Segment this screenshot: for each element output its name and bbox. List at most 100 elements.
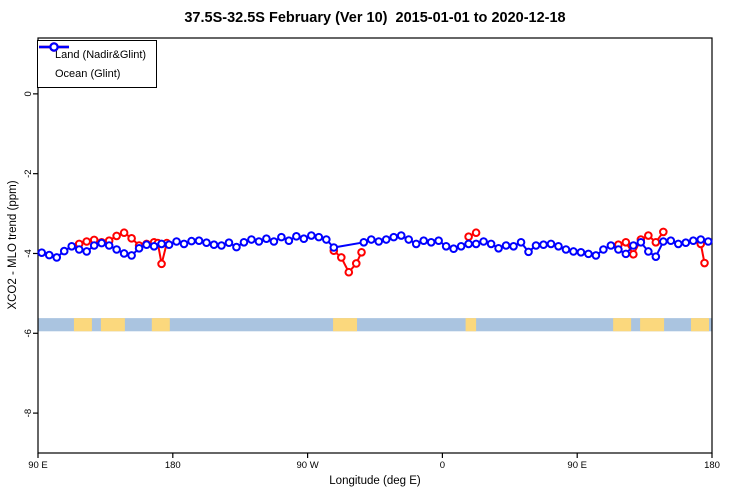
y-axis-ticks: 0 -2 -4 -6 -8 <box>23 91 38 417</box>
data-point-marker <box>44 250 54 260</box>
data-point-marker <box>651 252 661 261</box>
data-point-marker <box>621 249 631 259</box>
data-point-marker <box>329 243 339 252</box>
data-point-marker <box>700 258 709 268</box>
data-point-marker <box>554 241 563 251</box>
data-point-marker <box>209 240 219 250</box>
map-ocean-band <box>38 318 712 332</box>
data-point-marker <box>172 237 181 246</box>
data-point-marker <box>359 238 369 247</box>
data-point-marker <box>232 242 241 252</box>
y-tick-label: -4 <box>23 249 34 257</box>
data-point-marker <box>599 245 608 254</box>
data-point-marker <box>584 249 593 259</box>
data-point-marker <box>524 247 533 257</box>
data-point-marker <box>576 247 586 257</box>
data-point-marker <box>651 238 661 247</box>
data-point-marker <box>501 241 511 250</box>
data-point-marker <box>374 237 384 246</box>
y-tick-label: -2 <box>23 169 34 177</box>
data-point-marker <box>284 236 294 246</box>
legend-label-land: Land (Nadir&Glint) <box>55 48 147 61</box>
data-point-marker <box>659 237 668 246</box>
data-point-marker <box>157 259 166 269</box>
data-point-marker <box>299 234 309 244</box>
chart-title: 37.5S-32.5S February (Ver 10) 2015-01-01… <box>184 10 566 26</box>
data-point-marker <box>127 251 136 260</box>
data-point-marker <box>277 232 286 242</box>
data-point-marker <box>636 238 646 247</box>
map-strip <box>38 318 712 332</box>
data-point-marker <box>322 235 331 244</box>
data-point-marker <box>104 241 114 250</box>
data-point-marker <box>614 245 623 254</box>
data-point-marker <box>337 253 346 262</box>
x-axis-title: Longitude (deg E) <box>329 475 421 487</box>
data-point-marker <box>74 245 84 254</box>
x-tick-label: 90 W <box>297 460 319 471</box>
legend-label-ocean: Ocean (Glint) <box>55 67 121 80</box>
data-point-marker <box>217 241 226 250</box>
data-point-marker <box>351 259 361 268</box>
x-tick-label: 180 <box>165 460 181 471</box>
data-point-marker <box>606 241 616 250</box>
data-point-marker <box>262 234 271 244</box>
data-point-marker <box>52 253 62 262</box>
data-point-marker <box>112 231 121 241</box>
data-point-marker <box>539 240 548 250</box>
map-land-patch <box>100 318 125 332</box>
y-axis-title: XCO2 - MLO trend (ppm) <box>7 180 19 310</box>
data-point-marker <box>464 232 473 242</box>
data-point-marker <box>419 236 428 246</box>
data-point-marker <box>357 247 366 257</box>
data-point-marker <box>37 248 47 257</box>
data-point-marker <box>426 238 436 247</box>
x-tick-label: 0 <box>440 460 445 471</box>
legend-box: Land (Nadir&Glint) Ocean (Glint) <box>37 40 158 88</box>
map-land-patch <box>691 318 710 332</box>
data-point-marker <box>546 239 556 249</box>
data-point-marker <box>366 235 376 244</box>
data-point-marker <box>434 236 443 246</box>
map-land-patch <box>73 318 92 332</box>
data-point-marker <box>629 241 638 250</box>
data-point-marker <box>307 231 316 240</box>
data-point-marker <box>82 237 91 246</box>
data-point-marker <box>224 238 234 248</box>
data-point-marker <box>292 232 301 241</box>
data-point-marker <box>142 240 151 250</box>
data-point-marker <box>561 245 571 254</box>
data-point-marker <box>67 241 76 251</box>
data-point-marker <box>82 247 91 256</box>
data-point-marker <box>674 239 683 249</box>
data-point-marker <box>681 238 691 248</box>
data-point-marker <box>644 231 653 240</box>
data-point-marker <box>449 244 458 253</box>
data-point-marker <box>187 236 196 246</box>
data-point-marker <box>531 241 541 250</box>
data-point-marker <box>239 238 249 247</box>
ocean-series-swatch-icon <box>39 42 69 52</box>
x-tick-label: 180 <box>704 460 720 471</box>
x-axis-ticks: 90 E 180 90 W 0 90 E 180 <box>28 453 720 471</box>
data-point-marker <box>194 236 204 246</box>
data-point-marker <box>486 239 496 249</box>
data-point-marker <box>119 249 129 258</box>
data-point-marker <box>127 234 136 243</box>
data-point-marker <box>456 241 466 251</box>
plot-border <box>37 37 713 454</box>
data-point-marker <box>479 237 488 246</box>
map-land-patch <box>333 318 358 332</box>
data-point-marker <box>247 235 256 244</box>
data-point-marker <box>89 241 99 250</box>
data-point-marker <box>396 231 406 240</box>
data-point-marker <box>149 241 159 251</box>
y-tick-label: -8 <box>23 409 34 417</box>
data-point-marker <box>703 237 713 246</box>
y-tick-label: 0 <box>23 91 34 96</box>
data-point-marker <box>134 243 144 253</box>
x-tick-label: 90 E <box>28 460 48 471</box>
data-point-marker <box>494 243 503 253</box>
